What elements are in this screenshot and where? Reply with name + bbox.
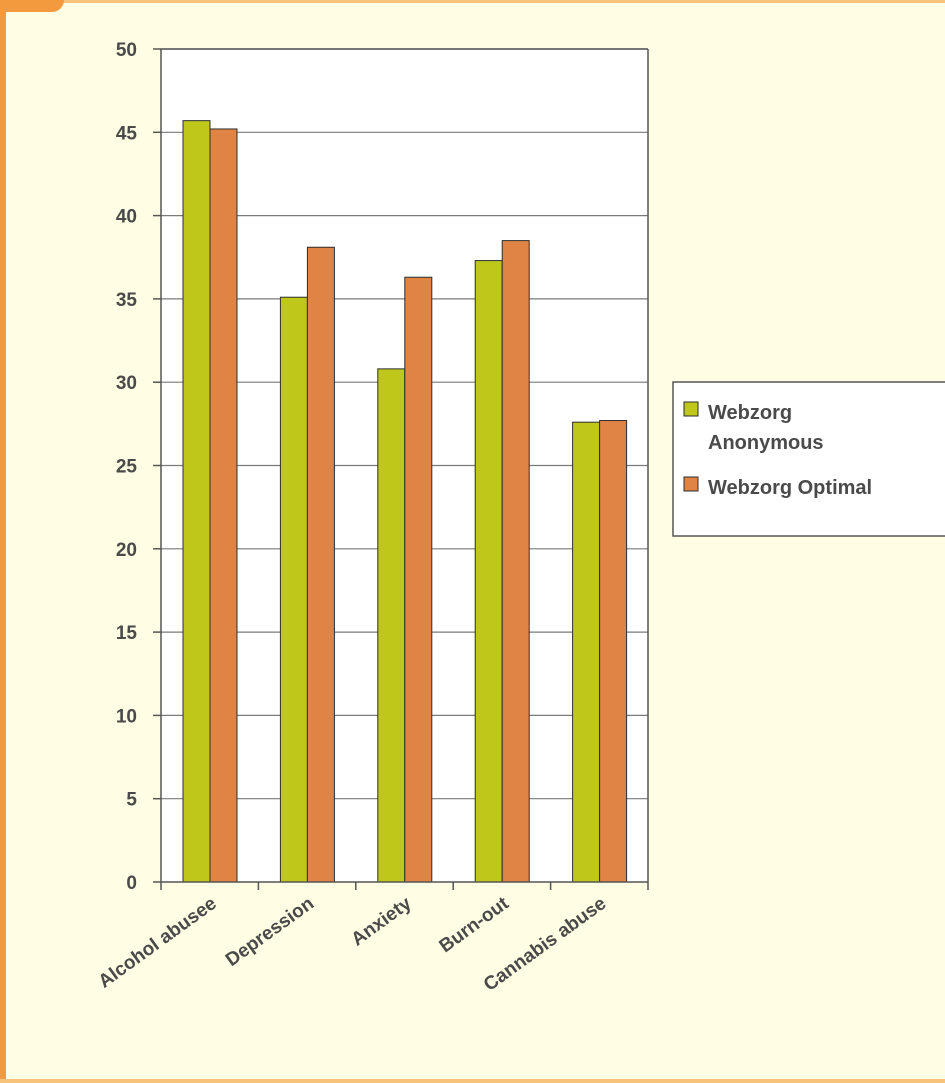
legend: Webzorg Anonymous Webzorg Optimal xyxy=(672,381,945,537)
frame-corner-tab xyxy=(0,0,64,12)
x-category-label: Depression xyxy=(222,893,318,971)
bar-anonymous xyxy=(377,368,406,883)
y-tick-label: 50 xyxy=(116,40,137,61)
x-category-label: Anxiety xyxy=(348,893,416,951)
bar-anonymous xyxy=(474,260,503,883)
y-tick-label: 45 xyxy=(116,123,138,144)
y-axis-ticks: 0 5 10 15 20 25 30 35 40 45 50 xyxy=(116,40,161,894)
y-tick-label: 40 xyxy=(116,207,137,228)
bar-group xyxy=(182,120,628,883)
bar-optimal xyxy=(209,128,238,883)
legend-label: Webzorg Optimal xyxy=(708,477,872,499)
legend-box xyxy=(672,381,945,537)
bar-optimal xyxy=(599,420,628,883)
y-tick-label: 35 xyxy=(116,290,138,311)
x-category-label: Burn-out xyxy=(436,893,514,958)
bar-optimal xyxy=(306,246,335,883)
x-category-label: Alcohol abusee xyxy=(95,893,221,993)
bar-anonymous xyxy=(182,120,211,883)
y-tick-label: 5 xyxy=(126,790,137,811)
y-tick-label: 10 xyxy=(116,706,137,727)
bar-optimal xyxy=(501,240,530,883)
bar-anonymous xyxy=(279,296,308,883)
y-tick-label: 20 xyxy=(116,540,137,561)
bar-optimal xyxy=(404,276,433,883)
frame-bottom-border xyxy=(0,1079,945,1083)
legend-swatch-anonymous xyxy=(683,401,699,417)
bar-anonymous xyxy=(572,421,601,883)
y-tick-label: 15 xyxy=(116,623,138,644)
x-axis-categories: Alcohol abusee Depression Anxiety Burn-outC… xyxy=(95,882,649,996)
y-tick-label: 0 xyxy=(126,873,137,894)
y-tick-label: 25 xyxy=(116,457,138,478)
frame-left-border xyxy=(0,0,6,1083)
legend-swatch-optimal xyxy=(683,476,699,492)
legend-label: Webzorg xyxy=(708,402,792,424)
frame-top-border xyxy=(0,0,945,3)
y-tick-label: 30 xyxy=(116,373,137,394)
legend-label: Anonymous xyxy=(708,432,824,454)
